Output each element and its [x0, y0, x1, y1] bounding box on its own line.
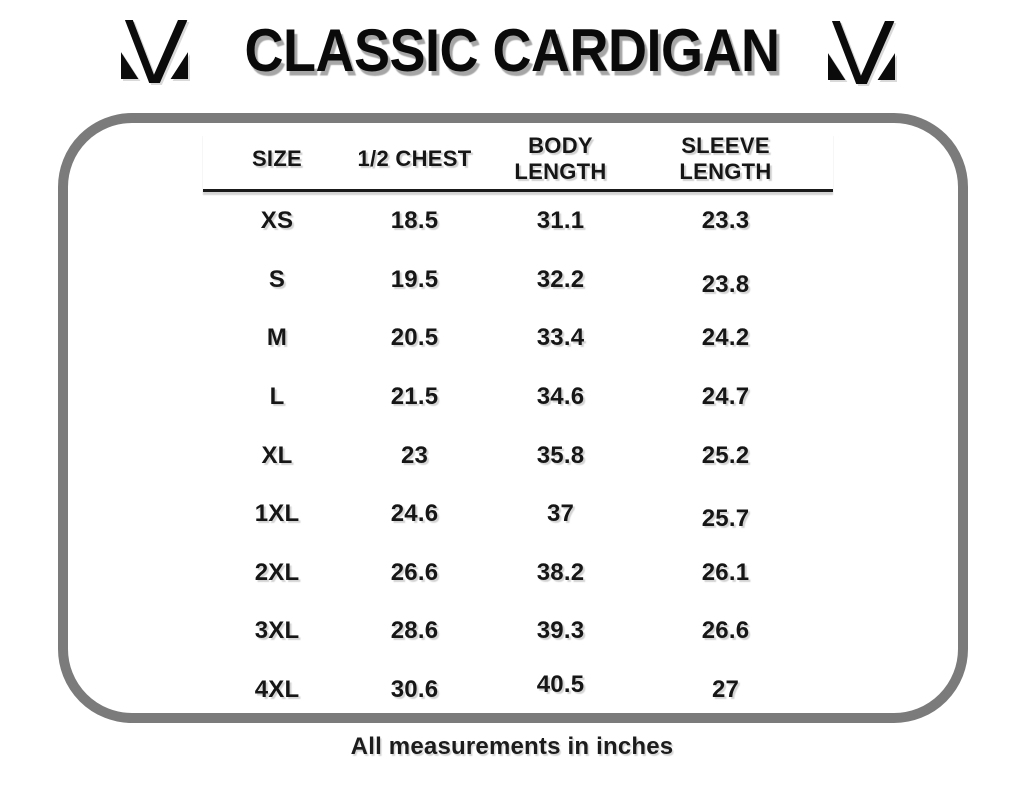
cell-size: XS: [260, 207, 294, 235]
cell-size: 4XL: [254, 676, 300, 704]
column-header-line: SLEEVE: [681, 133, 770, 159]
cell-sleeve-length: 24.2: [701, 324, 750, 352]
cell-size: 3XL: [254, 617, 300, 645]
cell-sleeve-length: 23.8: [701, 270, 750, 298]
cell-size: M: [266, 324, 288, 352]
table-row: XS 18.5 31.1 23.3: [203, 192, 833, 251]
size-chart-table: SIZE 1/2 CHEST BODY LENGTH SLEEVE LENGTH X…: [203, 133, 833, 719]
column-header-line: LENGTH: [514, 159, 607, 184]
table-row: 1XL 24.6 37 25.7: [203, 485, 833, 544]
cell-size: XL: [261, 441, 293, 469]
cell-sleeve-length: 24.7: [701, 383, 750, 411]
cell-half-chest: 30.6: [390, 676, 439, 704]
cell-body-length: 38.2: [536, 558, 585, 586]
column-header-line: LENGTH: [679, 159, 772, 184]
cell-body-length: 34.6: [536, 383, 585, 411]
cell-sleeve-length: 23.3: [701, 207, 750, 235]
cell-half-chest: 23: [400, 441, 429, 469]
cell-body-length: 32.2: [536, 265, 585, 293]
table-body: XS 18.5 31.1 23.3 S 19.5 32.2 23.8 M 20.…: [203, 192, 833, 719]
column-header-line: BODY: [528, 133, 593, 159]
table-row: L 21.5 34.6 24.7: [203, 368, 833, 427]
page-title: CLASSIC CARDIGAN: [244, 17, 780, 85]
column-header-line: SIZE: [251, 146, 303, 172]
table-header-row: SIZE 1/2 CHEST BODY LENGTH SLEEVE LENGTH: [203, 133, 833, 192]
brand-m-logo-icon: [121, 20, 188, 83]
table-row: 2XL 26.6 38.2 26.1: [203, 544, 833, 603]
cell-body-length: 31.1: [536, 207, 585, 235]
cell-half-chest: 20.5: [390, 324, 439, 352]
column-header-size: SIZE: [203, 146, 351, 172]
table-row: 4XL 30.6 40.5 27: [203, 661, 833, 720]
cell-half-chest: 24.6: [390, 500, 439, 528]
footer-note: All measurements in inches: [350, 733, 674, 760]
cell-size: S: [268, 265, 286, 293]
brand-m-logo-icon: [828, 21, 895, 84]
table-row: XL 23 35.8 25.2: [203, 426, 833, 485]
cell-size: 1XL: [254, 500, 300, 528]
cell-half-chest: 18.5: [390, 207, 439, 235]
cell-sleeve-length: 26.6: [701, 617, 750, 645]
column-header-line: 1/2 CHEST: [357, 146, 472, 172]
table-row: 3XL 28.6 39.3 26.6: [203, 602, 833, 661]
rounded-frame: [58, 113, 968, 723]
cell-sleeve-length: 25.2: [701, 441, 750, 469]
cell-sleeve-length: 26.1: [701, 558, 750, 586]
cell-sleeve-length: 25.7: [701, 505, 750, 533]
cell-size: L: [269, 383, 285, 411]
cell-half-chest: 19.5: [390, 265, 439, 293]
column-header-sleeve-length: SLEEVE LENGTH: [643, 133, 808, 185]
cell-size: 2XL: [254, 558, 300, 586]
cell-body-length: 35.8: [536, 441, 585, 469]
table-row: M 20.5 33.4 24.2: [203, 309, 833, 368]
column-header-body-length: BODY LENGTH: [478, 133, 643, 185]
cell-body-length: 37: [546, 500, 575, 528]
cell-half-chest: 28.6: [390, 617, 439, 645]
cell-body-length: 39.3: [536, 617, 585, 645]
table-row: S 19.5 32.2 23.8: [203, 251, 833, 310]
cell-body-length: 33.4: [536, 324, 585, 352]
cell-half-chest: 21.5: [390, 383, 439, 411]
column-header-half-chest: 1/2 CHEST: [351, 146, 478, 172]
cell-body-length: 40.5: [536, 671, 585, 699]
cell-half-chest: 26.6: [390, 558, 439, 586]
cell-sleeve-length: 27: [711, 676, 740, 704]
